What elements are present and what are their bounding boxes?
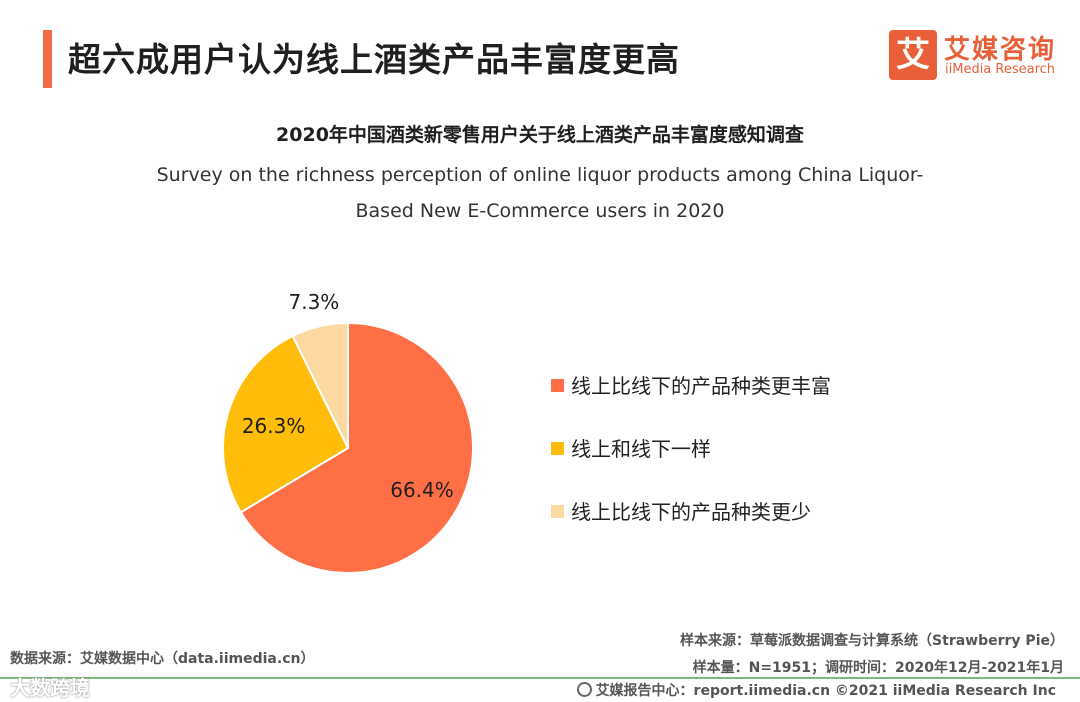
globe-icon (576, 682, 592, 697)
pie-slice (291, 321, 349, 449)
slice-value-label: 7.3% (288, 290, 339, 314)
chart-subtitle: Survey on the richness perception of onl… (120, 157, 960, 229)
logo-glyph: 艾 (889, 30, 937, 80)
legend-swatch (551, 505, 564, 518)
report-center: 艾媒报告中心：report.iimedia.cn ©2021 iiMedia R… (576, 680, 1056, 700)
slice-value-label: 66.4% (390, 478, 454, 502)
legend-swatch (551, 379, 564, 392)
chart-subtitle-line-1: Survey on the richness perception of onl… (156, 164, 924, 186)
legend-label: 线上和线下一样 (571, 437, 711, 461)
logo-name-cn: 艾媒咨询 (944, 35, 1057, 65)
page-title: 超六成用户认为线上酒类产品丰富度更高 (68, 40, 680, 79)
slice-value-label: 26.3% (242, 414, 306, 438)
chart-subtitle-line-2: Based New E-Commerce users in 2020 (355, 200, 725, 222)
footer-divider (0, 677, 1080, 679)
legend-label: 线上比线下的产品种类更丰富 (571, 374, 831, 398)
report-center-text: 艾媒报告中心：report.iimedia.cn ©2021 iiMedia R… (595, 683, 1056, 699)
pie-slice (239, 321, 475, 574)
sample-size: 样本量：N=1951；调研时间：2020年12月-2021年1月 (692, 660, 1064, 676)
sample-source: 样本来源：草莓派数据调查与计算系统（Strawberry Pie） (680, 633, 1064, 649)
title-accent-bar (43, 30, 52, 88)
watermark-text: 大数跨境 (10, 676, 90, 700)
pie-slice (222, 334, 350, 514)
logo-name-en: iiMedia Research (945, 62, 1056, 77)
iimedia-logo: 艾 艾媒咨询 iiMedia Research (889, 30, 1064, 82)
legend-swatch (551, 442, 564, 455)
legend-label: 线上比线下的产品种类更少 (571, 500, 811, 524)
data-source: 数据来源：艾媒数据中心（data.iimedia.cn） (10, 651, 315, 667)
chart-title: 2020年中国酒类新零售用户关于线上酒类产品丰富度感知调查 (276, 124, 804, 146)
sample-info: 样本来源：草莓派数据调查与计算系统（Strawberry Pie） 样本量：N=… (680, 628, 1064, 682)
